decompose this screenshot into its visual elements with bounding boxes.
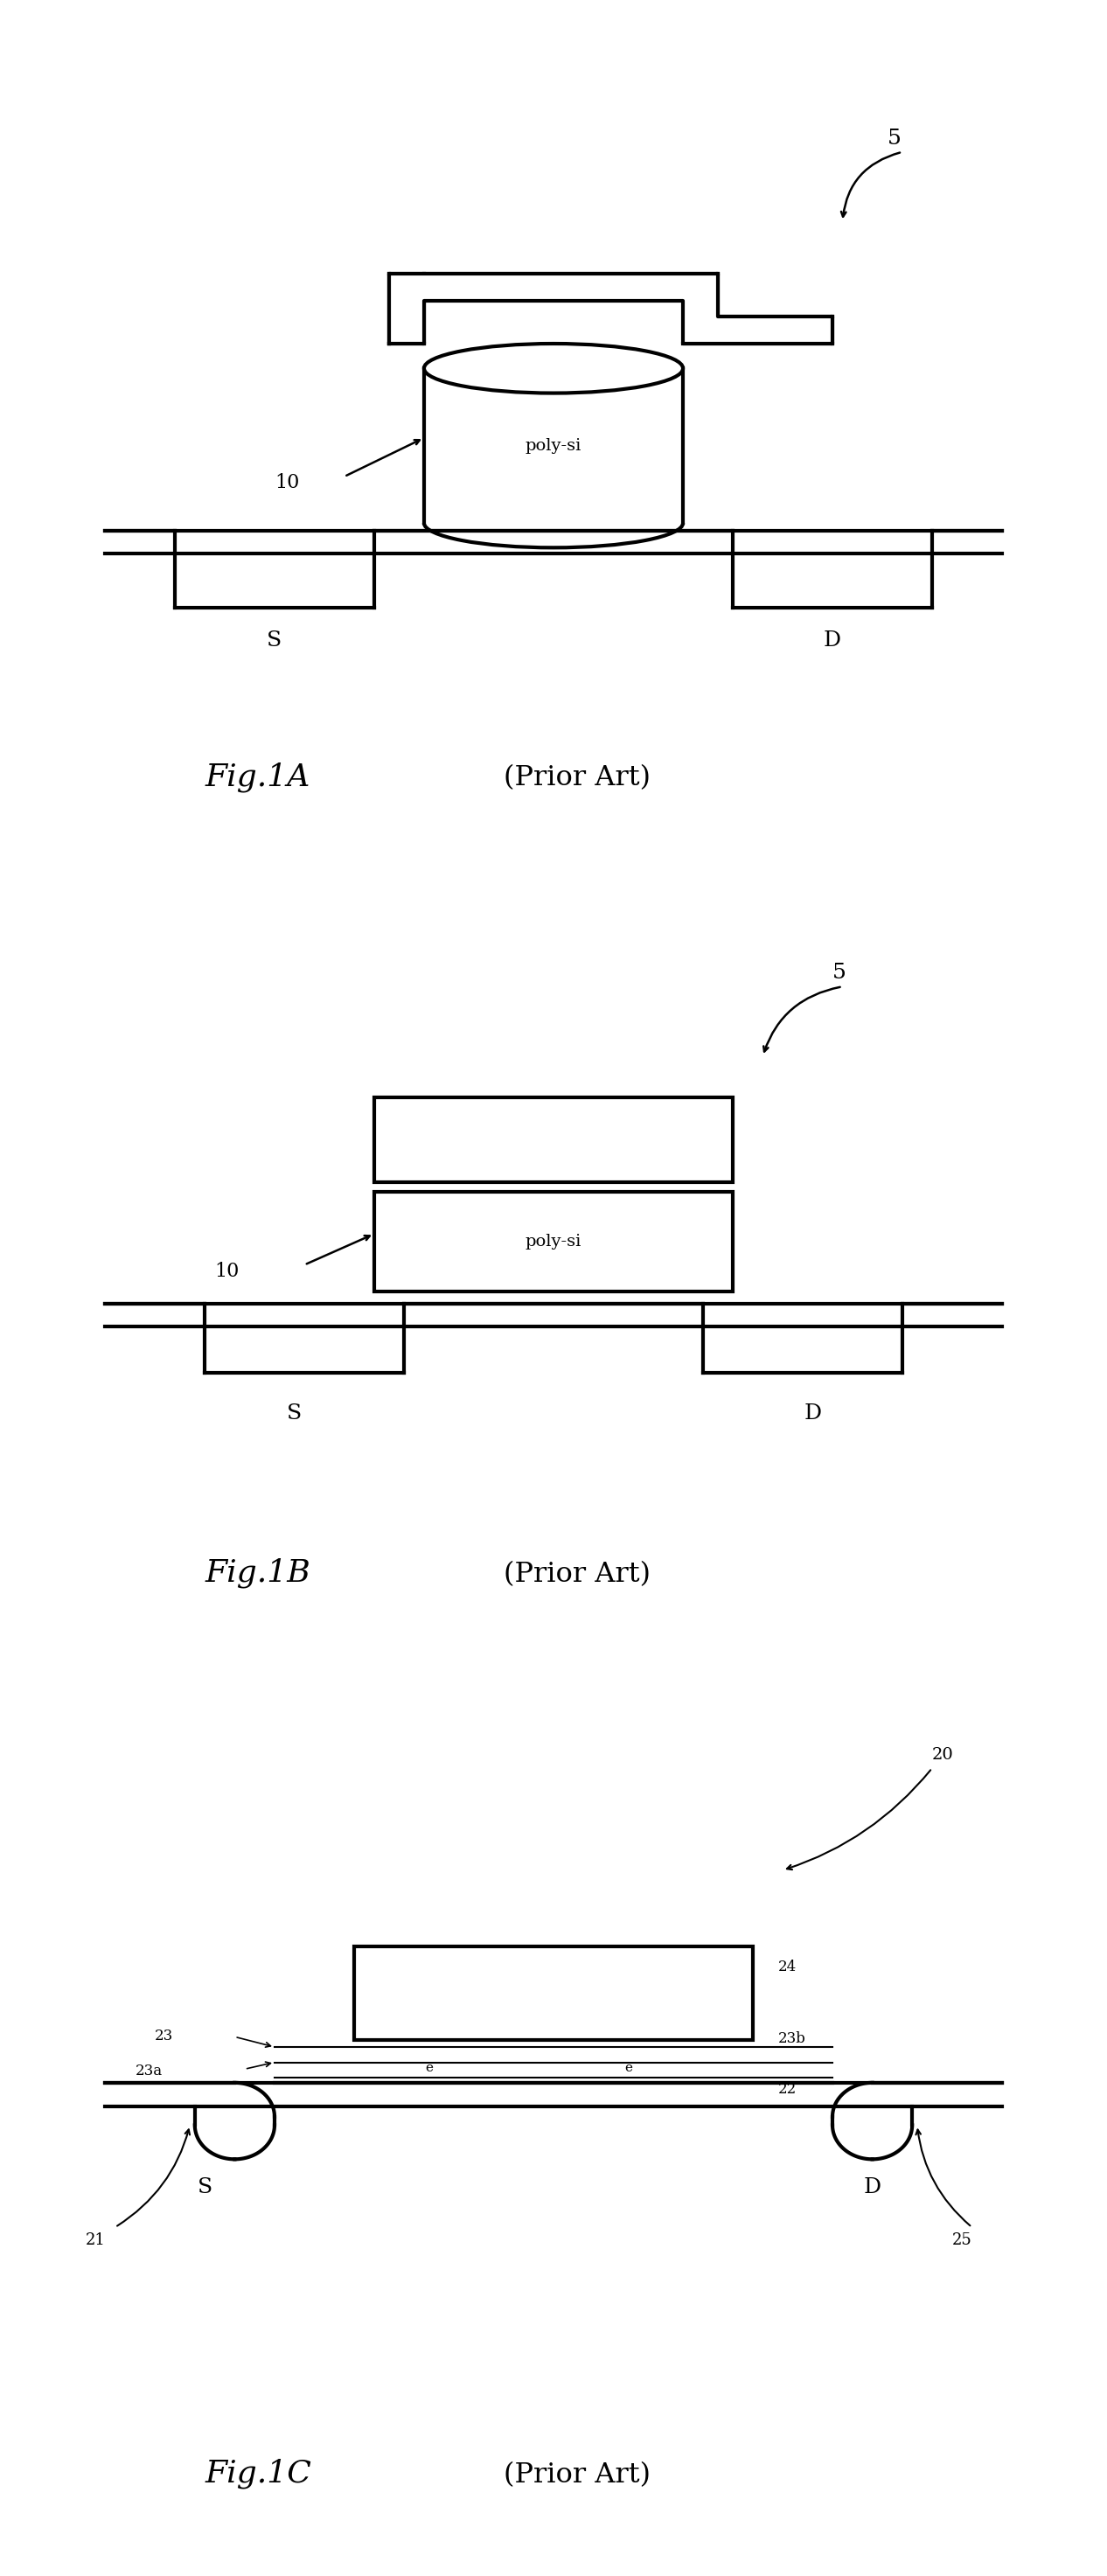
Text: e$^-$: e$^-$: [624, 2061, 642, 2074]
Text: D: D: [804, 1404, 821, 1425]
Polygon shape: [390, 273, 832, 343]
Text: 25: 25: [952, 2231, 972, 2249]
Text: 23a: 23a: [135, 2063, 163, 2079]
Text: e$^-$: e$^-$: [425, 2061, 443, 2074]
Text: Fig.1B: Fig.1B: [205, 1558, 310, 1589]
Text: 5: 5: [832, 963, 847, 984]
Text: (Prior Art): (Prior Art): [504, 765, 651, 791]
Text: S: S: [287, 1404, 302, 1425]
Text: (Prior Art): (Prior Art): [504, 1561, 651, 1587]
Text: Fig.1C: Fig.1C: [205, 2458, 311, 2488]
Text: 10: 10: [215, 1262, 239, 1280]
Bar: [374, 1190, 733, 1293]
Text: S: S: [197, 2177, 213, 2197]
Text: poly-si: poly-si: [526, 438, 581, 453]
Text: 23: 23: [155, 2030, 174, 2043]
Text: S: S: [267, 631, 282, 652]
Bar: [374, 1097, 733, 1182]
Text: 24: 24: [777, 1960, 796, 1976]
Text: 21: 21: [85, 2231, 105, 2249]
Text: 20: 20: [932, 1747, 954, 1762]
Text: 10: 10: [275, 474, 299, 492]
Bar: [354, 1947, 753, 2040]
Text: D: D: [863, 2177, 881, 2197]
Text: D: D: [824, 631, 841, 652]
Text: Fig.1A: Fig.1A: [205, 762, 310, 793]
Text: (Prior Art): (Prior Art): [504, 2460, 651, 2488]
Text: 22: 22: [777, 2081, 796, 2097]
Text: poly-si: poly-si: [526, 1234, 581, 1249]
Text: 5: 5: [888, 129, 901, 149]
Text: 23b: 23b: [777, 2032, 806, 2045]
